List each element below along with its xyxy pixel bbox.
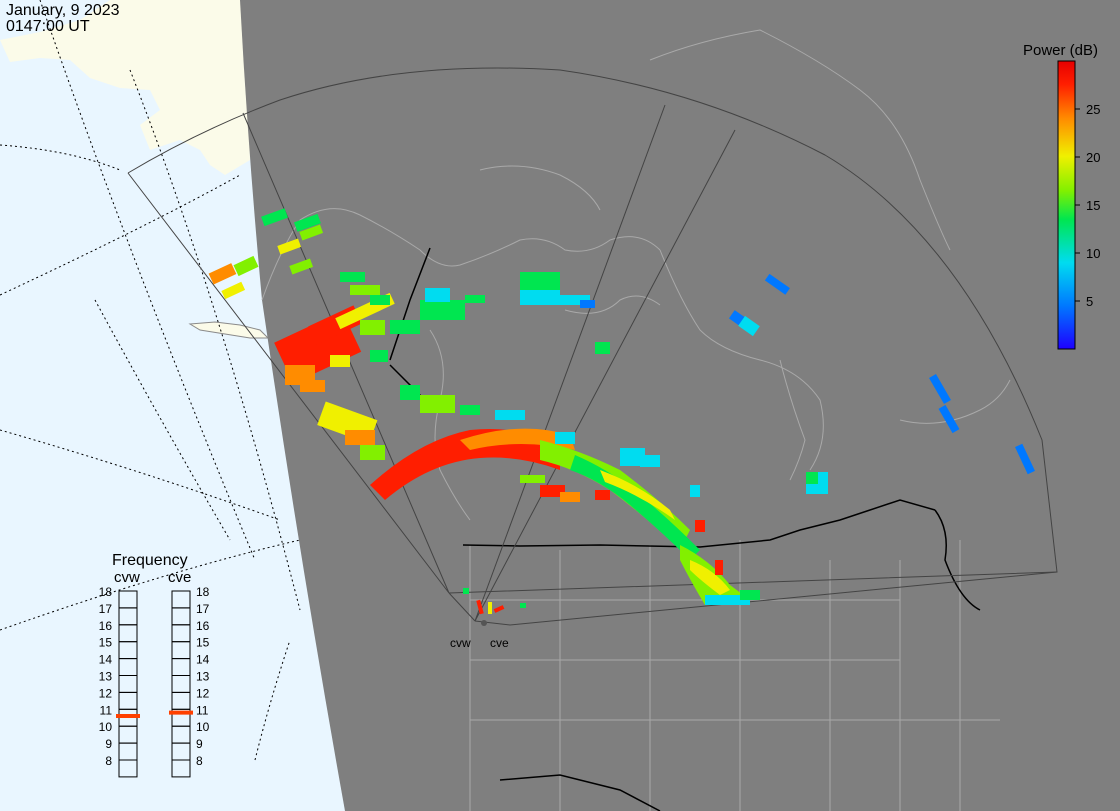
time-label: 0147:00 UT	[6, 18, 90, 35]
day-land-alaska	[0, 0, 250, 175]
frequency-tick-label: 15	[196, 636, 210, 650]
borders	[389, 247, 981, 811]
frequency-tick-label: 14	[99, 653, 113, 667]
colorbar-tick-label: 10	[1086, 246, 1100, 261]
colorbar-title: Power (dB)	[1023, 42, 1098, 59]
frequency-tick-label: 10	[196, 720, 210, 734]
frequency-scale-cve: 18 17 16 15 14 13 12 11 10 9 8	[169, 585, 210, 778]
echo-band-upper	[274, 272, 485, 392]
frequency-tick-label: 18	[196, 585, 210, 599]
radar-label-cvw: cvw	[450, 636, 471, 650]
frequency-tick-label: 9	[196, 737, 203, 751]
power-colorbar: Power (dB) 25 20 15 10 5	[1023, 42, 1100, 350]
state-lines	[469, 540, 1000, 811]
frequency-tick-label: 13	[99, 670, 113, 684]
echo-band-main	[317, 385, 760, 605]
frequency-cell	[118, 759, 138, 778]
frequency-tick-label: 16	[99, 619, 113, 633]
radar-site-marker	[481, 620, 487, 626]
frequency-tick-label: 8	[105, 754, 112, 768]
frequency-tick-label: 14	[196, 653, 210, 667]
colorbar-tick-label: 5	[1086, 294, 1093, 309]
frequency-tick-label: 11	[196, 703, 209, 717]
frequency-scale-cvw: 18 17 16 15 14 13 12 11 10 9 8	[99, 585, 140, 778]
frequency-tick-label: 12	[196, 686, 210, 700]
radar-label-cve: cve	[490, 636, 509, 650]
frequency-panel: Frequency cvw cve 18 17 16 15 14 13 12 11 10 9 8 1…	[99, 552, 210, 778]
coastlines	[261, 29, 1011, 521]
frequency-tick-label: 18	[99, 585, 113, 599]
frequency-tick-label: 10	[99, 720, 113, 734]
frequency-tick-label: 16	[196, 619, 210, 633]
frequency-tick-label: 8	[196, 754, 203, 768]
echo-cells	[208, 208, 1035, 615]
frequency-title: Frequency	[112, 552, 188, 569]
frequency-tick-label: 11	[100, 703, 113, 717]
lat-lon-grid	[0, 0, 301, 761]
frequency-tick-label: 17	[196, 602, 210, 616]
colorbar-gradient	[1057, 60, 1076, 350]
field-of-view	[127, 67, 1058, 626]
frequency-tick-label: 13	[196, 670, 210, 684]
date-label: January, 9 2023	[6, 2, 120, 19]
frequency-cell	[171, 759, 191, 778]
echo-scattered	[208, 208, 1035, 615]
frequency-label-cve: cve	[168, 569, 191, 586]
colorbar-tick-label: 20	[1086, 150, 1100, 165]
frequency-label-cvw: cvw	[114, 569, 140, 586]
radar-sites: cvw cve	[450, 620, 509, 650]
colorbar-tick-label: 25	[1086, 102, 1100, 117]
colorbar-ticks: 25 20 15 10 5	[1075, 102, 1100, 309]
frequency-tick-label: 12	[99, 686, 113, 700]
frequency-tick-label: 15	[99, 636, 113, 650]
colorbar-tick-label: 15	[1086, 198, 1100, 213]
frequency-tick-label: 17	[99, 602, 113, 616]
frequency-tick-label: 9	[105, 737, 112, 751]
